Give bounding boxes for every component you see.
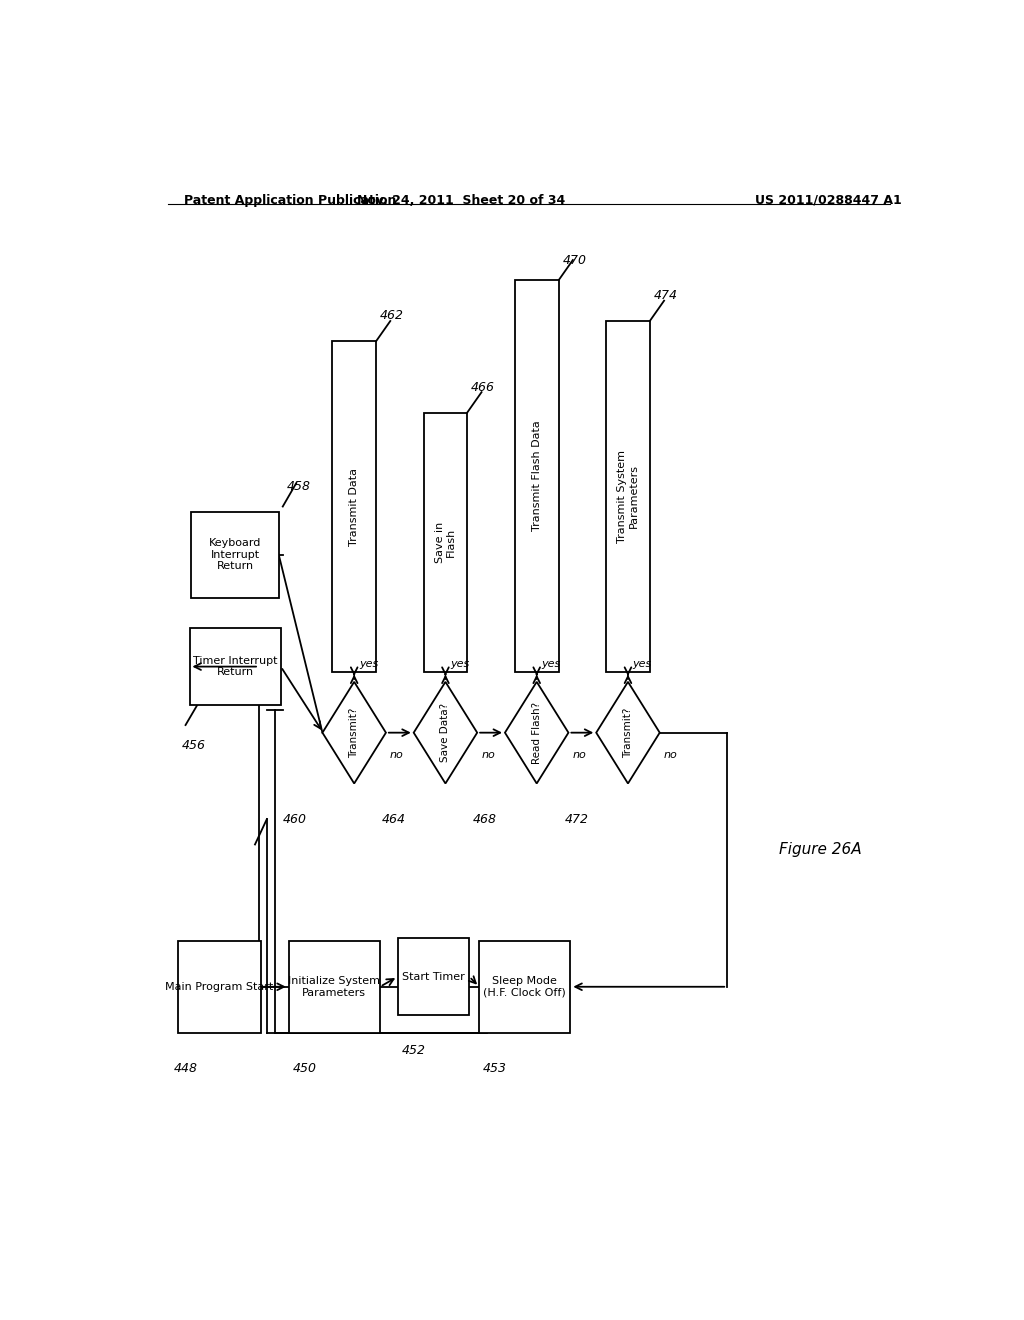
Text: yes: yes — [633, 659, 652, 669]
Text: 460: 460 — [283, 813, 307, 825]
Text: 448: 448 — [174, 1061, 198, 1074]
Text: 474: 474 — [653, 289, 678, 302]
Text: yes: yes — [359, 659, 378, 669]
Text: Save Data?: Save Data? — [440, 704, 451, 762]
Text: Patent Application Publication: Patent Application Publication — [183, 194, 396, 207]
Text: Main Program Start: Main Program Start — [165, 982, 273, 991]
Text: Transmit?: Transmit? — [623, 708, 633, 758]
Text: US 2011/0288447 A1: US 2011/0288447 A1 — [755, 194, 902, 207]
Text: Save in
Flash: Save in Flash — [434, 521, 457, 562]
Bar — [515, 280, 558, 672]
Text: 472: 472 — [564, 813, 589, 825]
Text: no: no — [572, 750, 586, 760]
Polygon shape — [596, 682, 659, 784]
Bar — [191, 512, 279, 598]
Text: yes: yes — [451, 659, 469, 669]
Text: Nov. 24, 2011  Sheet 20 of 34: Nov. 24, 2011 Sheet 20 of 34 — [357, 194, 565, 207]
Text: no: no — [390, 750, 403, 760]
Bar — [424, 413, 467, 672]
Text: Start Timer: Start Timer — [402, 972, 465, 982]
Bar — [289, 941, 380, 1032]
Text: no: no — [664, 750, 678, 760]
Text: Timer Interrupt
Return: Timer Interrupt Return — [193, 656, 278, 677]
Text: no: no — [481, 750, 495, 760]
Text: Transmit Data: Transmit Data — [349, 467, 359, 545]
Text: Sleep Mode
(H.F. Clock Off): Sleep Mode (H.F. Clock Off) — [483, 975, 566, 998]
Polygon shape — [323, 682, 386, 784]
Bar — [333, 342, 376, 672]
Text: 462: 462 — [380, 309, 403, 322]
Text: Initialize System
Parameters: Initialize System Parameters — [289, 975, 380, 998]
Text: Keyboard
Interrupt
Return: Keyboard Interrupt Return — [209, 539, 261, 572]
Polygon shape — [505, 682, 568, 784]
Text: 458: 458 — [287, 479, 310, 492]
Text: Transmit Flash Data: Transmit Flash Data — [531, 421, 542, 532]
Text: Read Flash?: Read Flash? — [531, 702, 542, 764]
Text: Figure 26A: Figure 26A — [778, 842, 861, 857]
Bar — [189, 628, 281, 705]
Text: 466: 466 — [471, 380, 496, 393]
Bar — [177, 941, 261, 1032]
Text: 468: 468 — [473, 813, 498, 825]
Text: 456: 456 — [181, 739, 206, 752]
Text: Transmit?: Transmit? — [349, 708, 359, 758]
Text: Transmit System
Parameters: Transmit System Parameters — [617, 450, 639, 543]
Text: 452: 452 — [401, 1044, 426, 1057]
Bar — [397, 939, 469, 1015]
Text: 450: 450 — [293, 1061, 316, 1074]
Text: yes: yes — [542, 659, 561, 669]
Bar — [479, 941, 570, 1032]
Text: 464: 464 — [382, 813, 406, 825]
Text: 453: 453 — [483, 1061, 507, 1074]
Text: 470: 470 — [562, 253, 587, 267]
Polygon shape — [414, 682, 477, 784]
Bar — [606, 321, 650, 672]
